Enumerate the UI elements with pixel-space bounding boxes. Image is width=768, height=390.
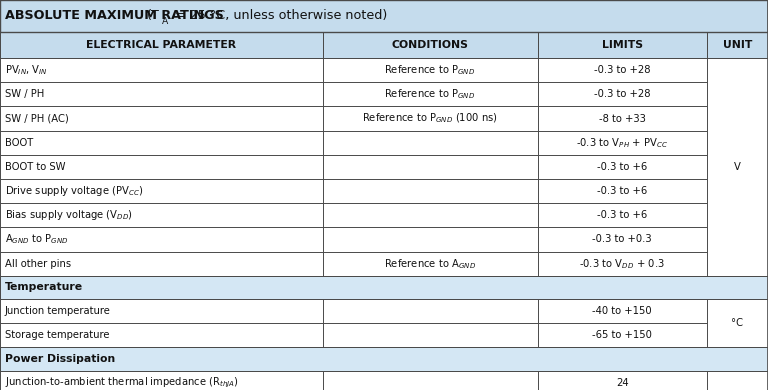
Text: = 25 °C, unless otherwise noted): = 25 °C, unless otherwise noted) (171, 9, 388, 23)
Bar (323, 299, 538, 323)
Text: Temperature: Temperature (5, 282, 83, 292)
Bar (0, 179, 323, 203)
Text: BOOT to SW: BOOT to SW (5, 162, 65, 172)
Text: °C: °C (731, 318, 743, 328)
Bar (0, 371, 323, 390)
Bar (323, 106, 538, 131)
Bar (538, 58, 707, 82)
Text: -40 to +150: -40 to +150 (592, 306, 652, 316)
Bar (538, 227, 707, 252)
Bar (0, 58, 323, 82)
Bar (323, 371, 538, 390)
Text: BOOT: BOOT (5, 138, 33, 148)
Text: All other pins: All other pins (5, 259, 71, 269)
Bar (323, 131, 538, 155)
Text: Storage temperature: Storage temperature (5, 330, 109, 340)
Bar (323, 155, 538, 179)
Text: -8 to +33: -8 to +33 (598, 113, 646, 124)
Text: Reference to P$_{GND}$: Reference to P$_{GND}$ (385, 87, 475, 101)
Text: ELECTRICAL PARAMETER: ELECTRICAL PARAMETER (86, 40, 237, 50)
Bar (323, 58, 538, 82)
Bar (0, 203, 323, 227)
Bar (323, 323, 538, 347)
Bar (707, 58, 768, 276)
Text: -65 to +150: -65 to +150 (592, 330, 652, 340)
Text: Drive supply voltage (PV$_{CC}$): Drive supply voltage (PV$_{CC}$) (5, 184, 143, 198)
Bar (538, 203, 707, 227)
Bar (538, 323, 707, 347)
Bar (538, 252, 707, 276)
Text: PV$_{IN}$, V$_{IN}$: PV$_{IN}$, V$_{IN}$ (5, 63, 48, 77)
Text: Bias supply voltage (V$_{DD}$): Bias supply voltage (V$_{DD}$) (5, 208, 132, 222)
Bar (0, 106, 323, 131)
Bar (0, 347, 768, 371)
Text: CONDITIONS: CONDITIONS (392, 40, 468, 50)
Bar (0, 323, 323, 347)
Text: A$_{GND}$ to P$_{GND}$: A$_{GND}$ to P$_{GND}$ (5, 232, 68, 246)
Text: -0.3 to +6: -0.3 to +6 (597, 186, 647, 196)
Text: Reference to P$_{GND}$: Reference to P$_{GND}$ (385, 63, 475, 77)
Text: 24: 24 (616, 378, 628, 388)
Bar (0, 0, 768, 32)
Text: V: V (734, 162, 740, 172)
Text: -0.3 to +0.3: -0.3 to +0.3 (592, 234, 652, 245)
Bar (0, 227, 323, 252)
Bar (0, 155, 323, 179)
Text: -0.3 to V$_{PH}$ + PV$_{CC}$: -0.3 to V$_{PH}$ + PV$_{CC}$ (576, 136, 668, 150)
Text: UNIT: UNIT (723, 40, 752, 50)
Bar (0, 276, 768, 299)
Text: -0.3 to +6: -0.3 to +6 (597, 210, 647, 220)
Text: -0.3 to +28: -0.3 to +28 (594, 65, 650, 75)
Bar (0, 32, 768, 58)
Text: SW / PH (AC): SW / PH (AC) (5, 113, 68, 124)
Text: (T: (T (147, 9, 160, 23)
Text: SW / PH: SW / PH (5, 89, 44, 99)
Text: Junction temperature: Junction temperature (5, 306, 111, 316)
Bar (0, 299, 323, 323)
Bar (707, 371, 768, 390)
Bar (323, 82, 538, 106)
Bar (538, 155, 707, 179)
Bar (538, 299, 707, 323)
Text: -0.3 to +28: -0.3 to +28 (594, 89, 650, 99)
Text: -0.3 to V$_{DD}$ + 0.3: -0.3 to V$_{DD}$ + 0.3 (579, 257, 665, 271)
Text: Power Dissipation: Power Dissipation (5, 354, 115, 364)
Text: -0.3 to +6: -0.3 to +6 (597, 162, 647, 172)
Bar (538, 371, 707, 390)
Text: A: A (162, 17, 168, 26)
Text: Reference to P$_{GND}$ (100 ns): Reference to P$_{GND}$ (100 ns) (362, 112, 498, 125)
Bar (323, 227, 538, 252)
Bar (538, 179, 707, 203)
Bar (0, 82, 323, 106)
Bar (323, 252, 538, 276)
Bar (0, 131, 323, 155)
Bar (323, 203, 538, 227)
Bar (538, 131, 707, 155)
Bar (538, 106, 707, 131)
Text: ABSOLUTE MAXIMUM RATINGS: ABSOLUTE MAXIMUM RATINGS (5, 9, 224, 23)
Bar (538, 82, 707, 106)
Text: LIMITS: LIMITS (601, 40, 643, 50)
Bar (323, 179, 538, 203)
Bar (0, 252, 323, 276)
Text: Junction-to-ambient thermal impedance (R$_{thJA}$): Junction-to-ambient thermal impedance (R… (5, 376, 239, 390)
Bar (707, 299, 768, 347)
Text: Reference to A$_{GND}$: Reference to A$_{GND}$ (384, 257, 476, 271)
